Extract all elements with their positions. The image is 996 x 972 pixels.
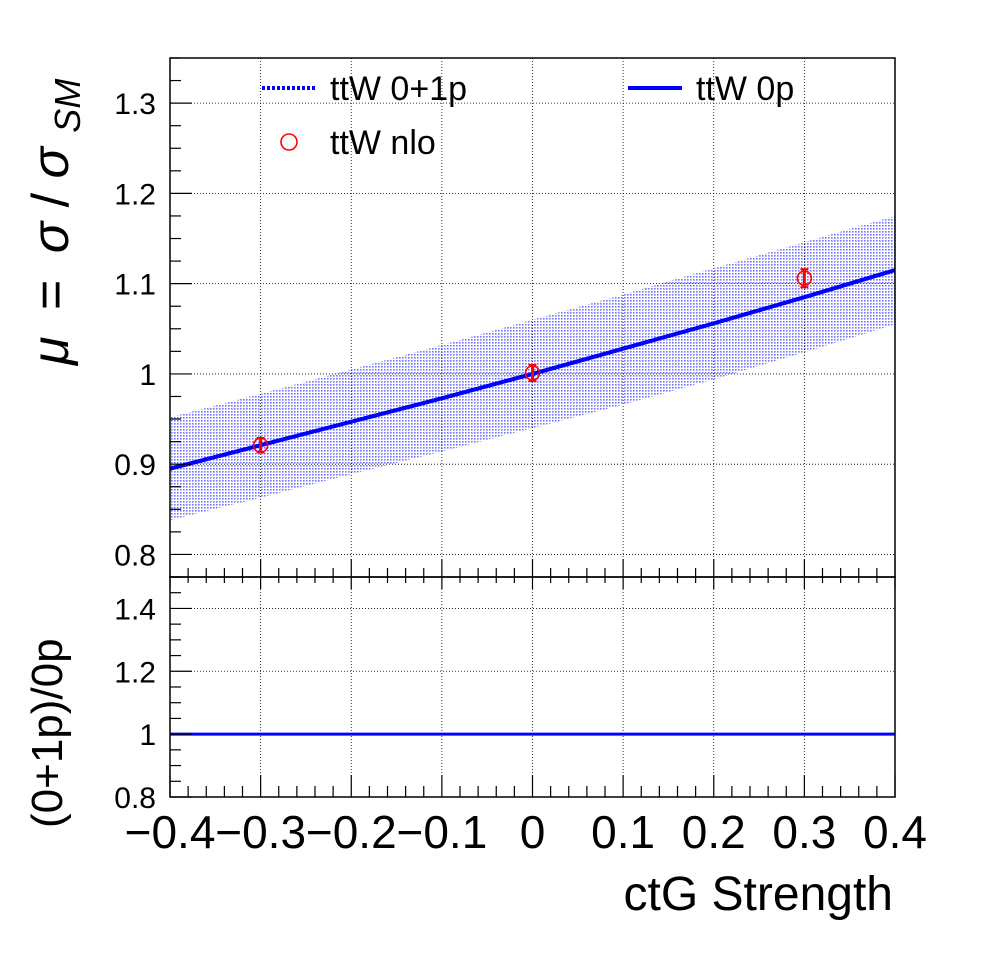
main-y-tick-label: 1.3	[114, 88, 156, 121]
ylabel-sigma: σ	[22, 220, 80, 253]
legend-label-ttw-0p: ttW 0p	[696, 70, 794, 108]
main-panel: 0.8 0.9 1 1.1 1.2 1.3 ttW 0+1p ttW 0p ttW nlo…	[22, 57, 896, 578]
main-y-tick-label: 0.8	[114, 539, 156, 572]
main-grid	[170, 58, 895, 577]
x-axis-title: ctG Strength	[624, 868, 893, 921]
ttw-nlo-point	[796, 270, 813, 287]
x-tick-label: 0.2	[682, 806, 746, 858]
ttw-nlo-point	[524, 365, 541, 381]
ylabel-subscript-sm: SM	[47, 79, 88, 133]
ratio-panel: 0.8 1 1.2 1.4 −0.4 −0.3 −0.2 −0.1 0 0.1 0.2 0.3 0.4…	[23, 576, 927, 858]
legend-marker-ttw-nlo	[280, 133, 298, 151]
ylabel-mu: μ	[22, 337, 80, 368]
x-tick-label: −0.1	[396, 806, 487, 858]
x-tick-label: −0.3	[215, 806, 306, 858]
ratio-y-tick-label: 1.2	[114, 656, 156, 689]
legend: ttW 0+1p ttW 0p ttW nlo	[262, 70, 794, 162]
ratio-y-axis-title: (0+1p)/0p	[23, 638, 72, 828]
legend-label-ttw-0-1p: ttW 0+1p	[330, 70, 467, 108]
x-tick-label: 0.3	[772, 806, 836, 858]
legend-label-ttw-nlo: ttW nlo	[330, 124, 436, 162]
x-tick-label: 0.1	[591, 806, 655, 858]
main-y-tick-label: 0.9	[114, 449, 156, 482]
ylabel-equals: =	[22, 280, 80, 310]
ratio-y-tick-label: 0.8	[114, 782, 156, 815]
ylabel-sigma-sm: σ	[22, 146, 80, 179]
ttw-0-1p-line	[169, 268, 896, 471]
x-tick-label: −0.4	[125, 806, 216, 858]
main-y-tick-label: 1.1	[114, 269, 156, 302]
ratio-y-tick-label: 1	[139, 719, 156, 752]
main-y-tick-label: 1.2	[114, 178, 156, 211]
ylabel-slash: /	[22, 192, 80, 207]
ratio-y-tick-labels: 0.8 1 1.2 1.4	[114, 593, 156, 815]
main-series	[169, 268, 896, 471]
ratio-y-tick-label: 1.4	[114, 593, 156, 626]
ratio-frame	[169, 576, 896, 798]
main-y-tick-labels: 0.8 0.9 1 1.1 1.2 1.3	[114, 88, 156, 572]
ttw-nlo-point	[252, 437, 269, 454]
main-y-axis-title: μ = σ / σ SM	[22, 79, 88, 367]
x-tick-label: 0.4	[863, 806, 927, 858]
main-y-tick-label: 1	[139, 359, 156, 392]
x-tick-label: 0	[520, 806, 546, 858]
x-tick-labels: −0.4 −0.3 −0.2 −0.1 0 0.1 0.2 0.3 0.4	[125, 806, 927, 858]
x-tick-label: −0.2	[306, 806, 397, 858]
